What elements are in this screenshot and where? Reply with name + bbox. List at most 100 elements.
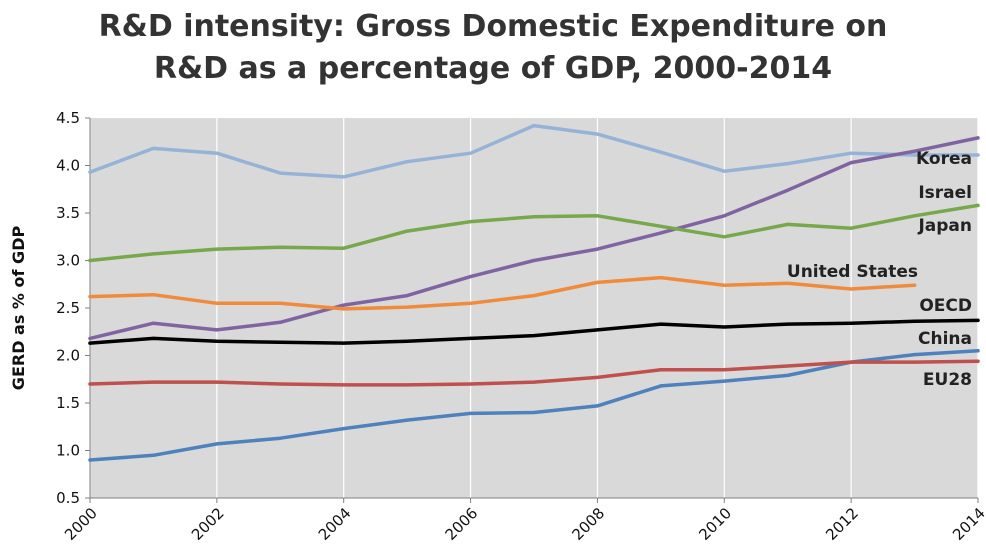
- point-israel-2007: [532, 124, 536, 128]
- y-tick-label-4: 2.5: [56, 299, 80, 317]
- x-tick-label-0: 2000: [61, 504, 101, 544]
- point-korea-2007: [532, 258, 536, 263]
- point-united-states-2012: [849, 287, 853, 291]
- chart-title-line-1: R&D intensity: Gross Domestic Expenditur…: [98, 9, 888, 44]
- y-tick-label-2: 1.5: [56, 394, 80, 412]
- point-israel-2002: [215, 151, 219, 155]
- point-eu28-2011: [786, 364, 790, 368]
- point-eu28-2001: [151, 380, 156, 384]
- point-eu28-2006: [468, 382, 473, 386]
- point-united-states-2010: [722, 283, 726, 287]
- series-label-eu28: EU28: [923, 370, 972, 390]
- point-israel-2005: [405, 160, 409, 164]
- point-japan-2001: [151, 252, 156, 256]
- point-united-states-2007: [532, 294, 536, 298]
- point-japan-2011: [786, 222, 790, 226]
- series-label-china: China: [918, 329, 972, 349]
- point-oecd-2009: [659, 322, 663, 326]
- point-korea-2001: [151, 321, 156, 325]
- point-oecd-2006: [468, 336, 473, 340]
- point-united-states-2013: [912, 283, 917, 287]
- point-oecd-2004: [342, 341, 346, 345]
- point-korea-2011: [786, 188, 790, 192]
- point-korea-2002: [215, 328, 219, 332]
- point-israel-2010: [722, 169, 726, 173]
- point-korea-2003: [278, 320, 282, 324]
- point-united-states-2001: [151, 293, 156, 297]
- point-eu28-2008: [595, 375, 600, 379]
- point-israel-2000: [88, 170, 92, 174]
- x-tick-label-5: 2010: [695, 504, 735, 544]
- series-line-united-states: [88, 275, 917, 311]
- point-china-2014: [976, 349, 980, 353]
- point-eu28-2004: [342, 383, 346, 387]
- point-korea-2005: [405, 294, 409, 298]
- point-united-states-2004: [342, 307, 346, 311]
- y-tick-label-7: 4.0: [56, 157, 80, 175]
- point-oecd-2002: [215, 339, 219, 343]
- point-united-states-2005: [405, 305, 409, 309]
- point-korea-2010: [722, 214, 726, 218]
- point-china-2010: [722, 379, 726, 383]
- y-tick-label-0: 0.5: [56, 489, 80, 507]
- x-tick-label-3: 2006: [442, 504, 482, 544]
- point-china-2000: [88, 458, 92, 462]
- series-label-japan: Japan: [917, 216, 972, 236]
- series-label-korea: Korea: [916, 149, 972, 169]
- point-israel-2009: [659, 150, 663, 154]
- point-japan-2007: [532, 215, 536, 219]
- point-china-2004: [342, 427, 346, 431]
- point-korea-2012: [849, 161, 853, 165]
- x-tick-label-2: 2004: [315, 504, 355, 544]
- point-korea-2008: [595, 247, 600, 251]
- point-eu28-2013: [912, 360, 917, 364]
- point-eu28-2005: [405, 383, 409, 387]
- point-israel-2006: [468, 151, 473, 155]
- point-united-states-2006: [468, 301, 473, 305]
- point-oecd-2003: [278, 340, 282, 344]
- series-label-israel: Israel: [918, 183, 972, 203]
- x-tick-label-1: 2002: [188, 504, 228, 544]
- point-oecd-2014: [976, 318, 980, 322]
- point-israel-2014: [976, 153, 980, 157]
- point-china-2011: [786, 373, 790, 378]
- point-eu28-2010: [722, 368, 726, 372]
- point-united-states-2011: [786, 281, 790, 285]
- chart-title: R&D intensity: Gross Domestic Expenditur…: [0, 6, 986, 90]
- point-japan-2006: [468, 219, 473, 224]
- point-israel-2003: [278, 171, 282, 175]
- point-china-2009: [659, 384, 663, 388]
- point-united-states-2000: [88, 295, 92, 299]
- point-israel-2013: [912, 153, 917, 157]
- point-japan-2010: [722, 235, 726, 239]
- x-tick-label-6: 2012: [822, 504, 862, 544]
- point-china-2005: [405, 418, 409, 422]
- point-china-2006: [468, 411, 473, 416]
- point-united-states-2002: [215, 301, 219, 305]
- y-axis-title: GERD as % of GDP: [9, 226, 28, 391]
- point-china-2002: [215, 442, 219, 446]
- point-oecd-2000: [88, 341, 92, 345]
- x-tick-label-7: 2014: [949, 504, 986, 544]
- y-tick-label-3: 2.0: [56, 347, 80, 365]
- point-korea-2013: [912, 149, 917, 153]
- point-oecd-2011: [786, 322, 790, 326]
- point-korea-2014: [976, 136, 980, 140]
- point-eu28-2002: [215, 380, 219, 384]
- point-china-2008: [595, 404, 600, 408]
- point-korea-2000: [88, 336, 92, 340]
- point-israel-2011: [786, 162, 790, 166]
- point-japan-2003: [278, 245, 282, 249]
- point-japan-2013: [912, 214, 917, 218]
- point-korea-2006: [468, 275, 473, 279]
- point-japan-2014: [976, 203, 980, 207]
- point-united-states-2009: [659, 276, 663, 280]
- point-japan-2000: [88, 258, 92, 263]
- point-china-2007: [532, 410, 536, 415]
- point-israel-2008: [595, 132, 600, 136]
- point-israel-2004: [342, 175, 346, 179]
- series-label-oecd: OECD: [919, 296, 972, 316]
- point-israel-2001: [151, 146, 156, 150]
